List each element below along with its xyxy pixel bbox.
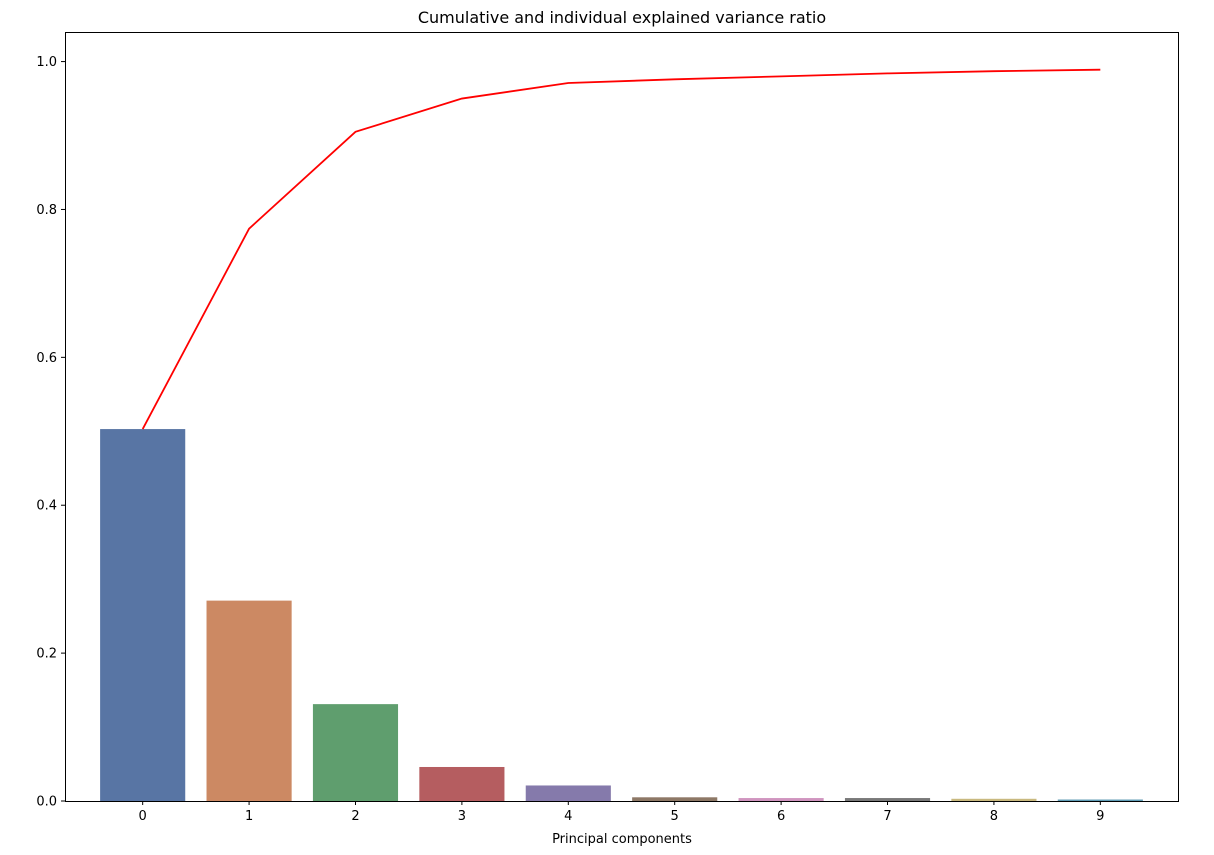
- x-axis-ticks: 0 1 2 3 4 5 6 7 8 9: [139, 801, 1104, 824]
- plot-frame: [65, 32, 1179, 802]
- bar-5: [632, 797, 718, 801]
- bars-layer: [100, 429, 1143, 801]
- y-tick-label: 1.0: [36, 55, 57, 70]
- x-tick-label: 8: [990, 809, 998, 824]
- cumulative-line-layer: [141, 68, 1101, 430]
- bar-9: [1057, 799, 1143, 801]
- x-tick-label: 1: [245, 809, 253, 824]
- y-tick-label: 0.2: [36, 647, 57, 662]
- x-tick-label: 4: [564, 809, 572, 824]
- bar-4: [525, 785, 611, 801]
- bar-2: [312, 704, 399, 801]
- cumulative-variance-line: [141, 68, 1101, 430]
- bar-8: [951, 798, 1037, 801]
- bar-7: [844, 798, 931, 801]
- x-axis-label: Principal components: [552, 832, 692, 847]
- y-tick-label: 0.6: [36, 351, 57, 366]
- bar-1: [206, 600, 292, 801]
- bar-6: [738, 798, 824, 801]
- x-tick-label: 9: [1096, 809, 1104, 824]
- y-axis-ticks: 0.0 0.2 0.4 0.6 0.8 1.0: [36, 55, 65, 810]
- x-tick-label: 2: [351, 809, 359, 824]
- x-tick-label: 6: [777, 809, 785, 824]
- bar-3: [419, 766, 505, 801]
- x-tick-label: 0: [139, 809, 147, 824]
- chart-title: Cumulative and individual explained vari…: [418, 8, 826, 27]
- x-tick-label: 7: [883, 809, 891, 824]
- x-tick-label: 3: [458, 809, 466, 824]
- bar-0: [100, 429, 186, 801]
- y-tick-label: 0.8: [36, 203, 57, 218]
- y-tick-label: 0.4: [36, 499, 57, 514]
- y-tick-label: 0.0: [36, 795, 57, 810]
- x-tick-label: 5: [671, 809, 679, 824]
